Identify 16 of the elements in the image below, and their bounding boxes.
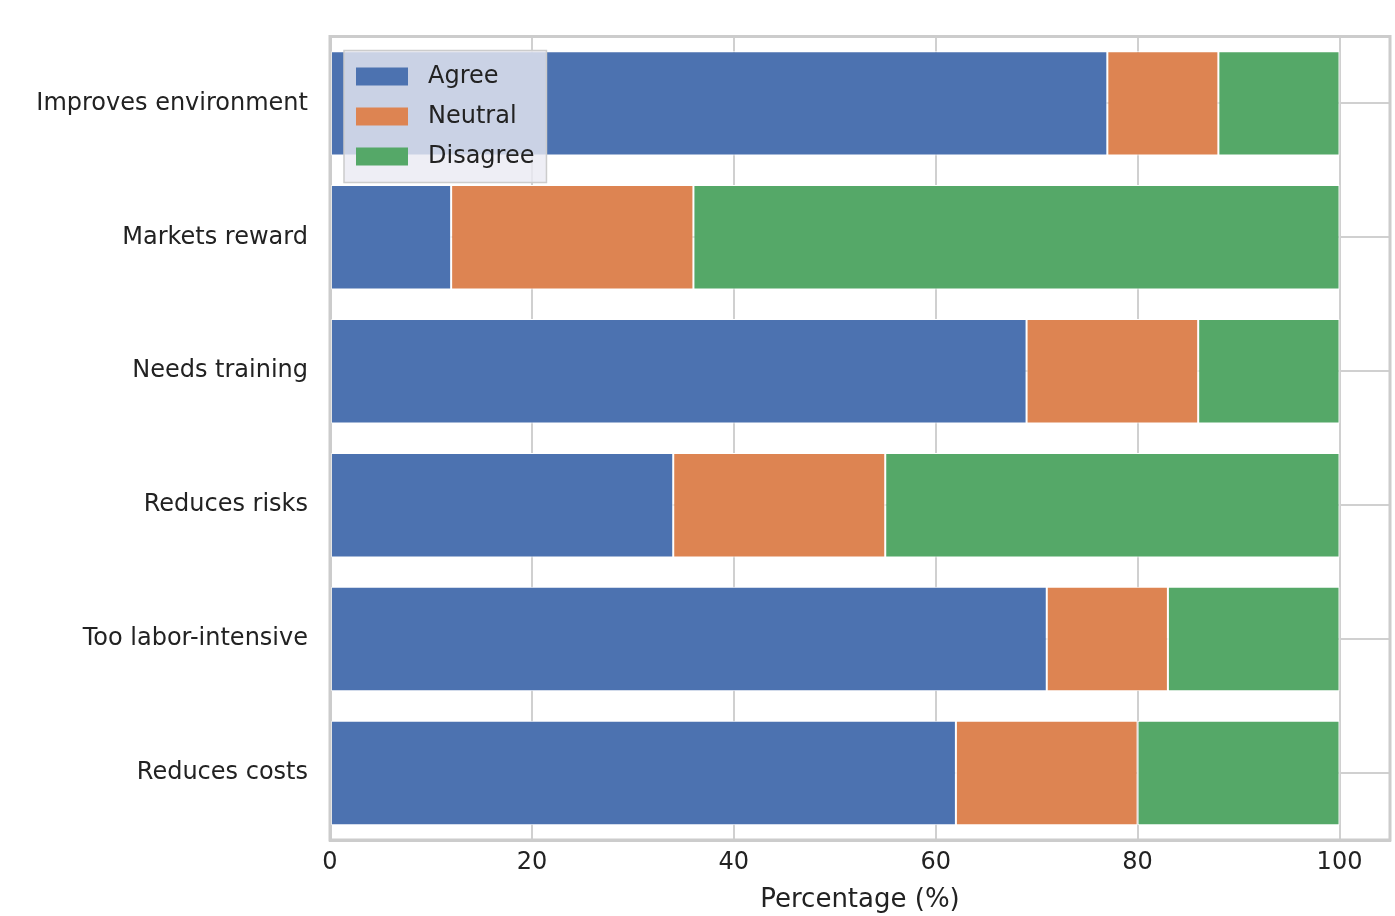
x-tick-label: 100 [1316,846,1363,875]
legend-label: Disagree [428,140,535,169]
legend-label: Neutral [428,100,517,129]
y-tick-label: Needs training [132,355,308,384]
x-tick-label: 80 [1122,846,1153,875]
x-tick-label: 40 [718,846,750,875]
legend-label: Agree [428,60,499,89]
y-tick-label: Reduces risks [143,489,308,518]
y-tick-label: Reduces costs [136,757,308,786]
x-tick-label: 60 [920,846,951,875]
y-tick-label: Too labor-intensive [81,623,308,652]
x-axis-title: Percentage (%) [760,883,960,914]
x-tick-label: 0 [322,846,338,875]
y-tick-label: Improves environment [36,87,308,116]
y-tick-label: Markets reward [122,221,308,250]
x-tick-label: 20 [516,846,548,875]
